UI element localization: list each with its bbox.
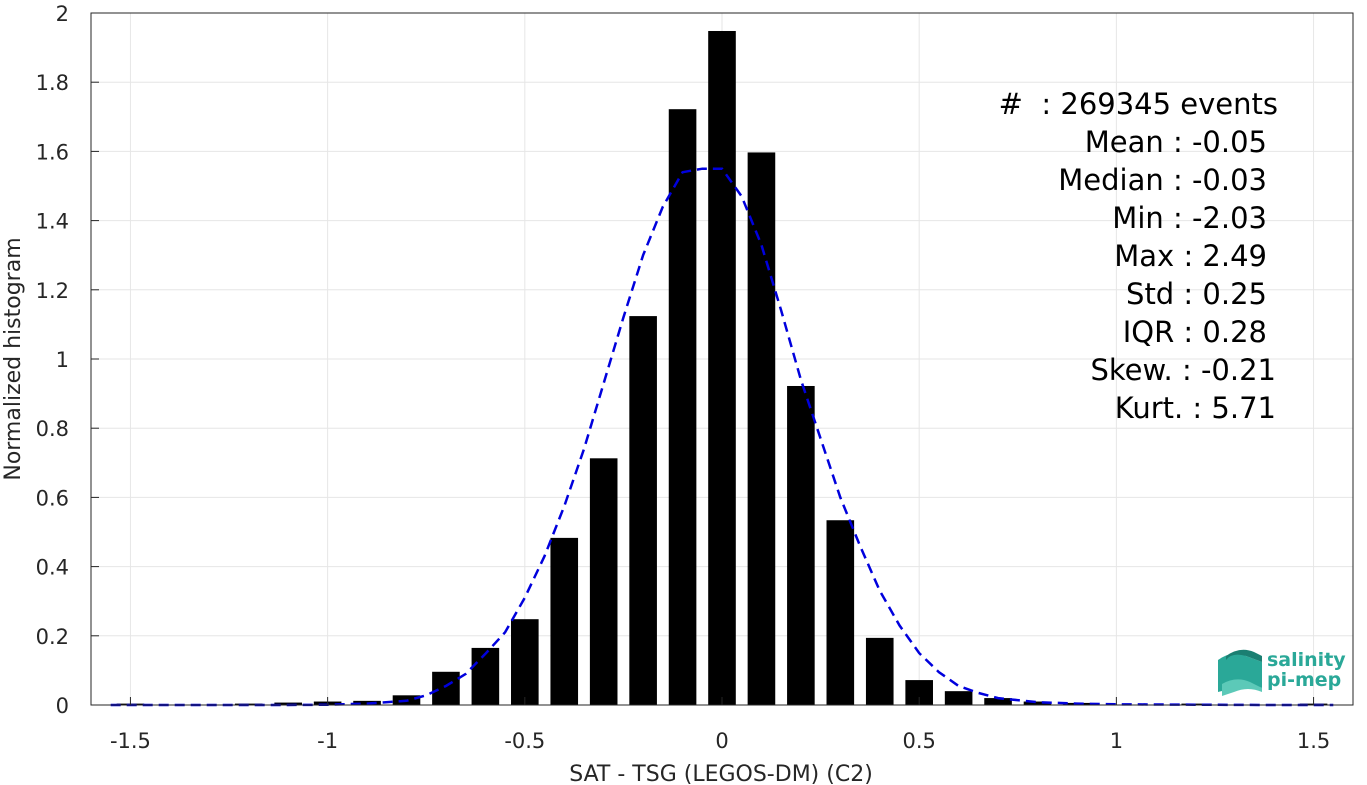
stat-min: Min : -2.03 (1112, 201, 1267, 235)
histogram-bar (708, 30, 736, 705)
x-axis-label: SAT - TSG (LEGOS-DM) (C2) (569, 762, 873, 785)
stat-skew: Skew. : -0.21 (1090, 353, 1276, 387)
y-tick-label: 1.8 (36, 71, 69, 95)
y-axis-label: Normalized histogram (1, 237, 26, 480)
y-tick-label: 1.4 (36, 210, 69, 234)
x-tick-label: -1.5 (110, 729, 151, 753)
x-tick-label: -0.5 (504, 729, 545, 753)
stat-count: # : 269345 events (999, 87, 1278, 121)
y-tick-label: 1.6 (36, 140, 69, 164)
logo-waves-icon (1218, 649, 1262, 696)
logo-text-line1: salinity (1267, 649, 1346, 671)
y-tick-label: 1.2 (36, 279, 69, 303)
histogram-bar (432, 671, 460, 705)
y-tick-label: 0.2 (36, 625, 69, 649)
x-tick-label: 0 (715, 729, 728, 753)
histogram-bar (944, 691, 973, 705)
x-axis-ticks: -1.5 -1 -0.5 0 0.5 1 1.5 (110, 697, 1330, 753)
stat-std: Std : 0.25 (1126, 277, 1267, 311)
histogram-bar (234, 703, 263, 706)
y-tick-label: 0.8 (36, 417, 69, 441)
histogram-bar (668, 109, 697, 706)
stat-iqr: IQR : 0.28 (1123, 315, 1267, 349)
histogram-bar (826, 520, 855, 705)
y-axis-ticks: 0 0.2 0.4 0.6 0.8 1 1.2 1.4 1.6 1.8 2 (36, 2, 99, 718)
y-tick-label: 1 (56, 348, 69, 372)
logo-text-line2: pi-mep (1267, 669, 1341, 691)
histogram-bar (629, 316, 657, 705)
stats-box: # : 269345 events Mean : -0.05 Median : … (999, 87, 1278, 425)
histogram-bar (1023, 701, 1052, 705)
histogram-bar (511, 619, 539, 705)
y-tick-label: 0.4 (36, 556, 69, 580)
histogram-bar (787, 385, 815, 705)
histogram-bar (471, 647, 500, 705)
stat-mean: Mean : -0.05 (1085, 125, 1267, 159)
histogram-bars (116, 30, 1328, 706)
x-tick-label: 1 (1110, 729, 1123, 753)
y-tick-label: 0.6 (36, 486, 69, 510)
x-tick-label: 1.5 (1297, 729, 1330, 753)
histogram-bar (747, 152, 776, 706)
x-tick-label: 0.5 (902, 729, 935, 753)
stat-median: Median : -0.03 (1058, 163, 1267, 197)
salinity-pi-mep-logo: salinity pi-mep (1218, 649, 1346, 696)
histogram-bar (865, 637, 894, 705)
y-tick-label: 2 (56, 2, 69, 26)
histogram-bar (589, 458, 618, 705)
stat-kurt: Kurt. : 5.71 (1115, 391, 1276, 425)
histogram-bar (984, 698, 1012, 705)
y-tick-label: 0 (56, 694, 69, 718)
histogram-bar (550, 537, 579, 705)
stat-max: Max : 2.49 (1114, 239, 1267, 273)
x-tick-label: -1 (317, 729, 338, 753)
